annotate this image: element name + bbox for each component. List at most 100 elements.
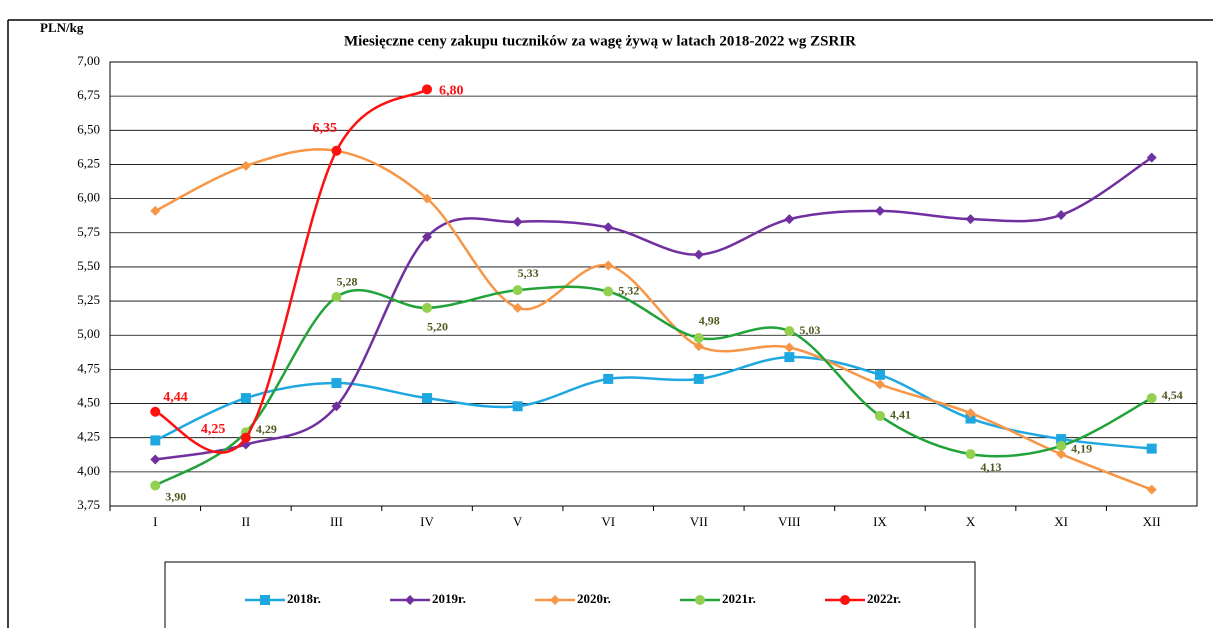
point xyxy=(240,393,251,404)
y-tick-label: 4,00 xyxy=(77,463,100,478)
legend-label: 2020r. xyxy=(577,591,611,606)
y-axis-label: PLN/kg xyxy=(40,20,84,35)
point xyxy=(603,286,614,297)
legend-label: 2019r. xyxy=(432,591,466,606)
point xyxy=(784,214,795,225)
point xyxy=(1146,484,1157,495)
y-tick-label: 4,25 xyxy=(77,429,100,444)
point xyxy=(150,435,161,446)
point xyxy=(784,326,795,337)
x-tick-label: IV xyxy=(420,514,434,529)
point xyxy=(784,342,795,353)
point xyxy=(603,373,614,384)
point xyxy=(874,410,885,421)
data-label: 4,54 xyxy=(1162,388,1183,402)
point xyxy=(512,216,523,227)
legend-label: 2018r. xyxy=(287,591,321,606)
point xyxy=(693,249,704,260)
series-line xyxy=(154,88,428,454)
point xyxy=(331,145,342,156)
point xyxy=(965,413,976,424)
legend-marker xyxy=(695,595,705,605)
point xyxy=(150,406,161,417)
point xyxy=(1056,440,1067,451)
x-tick-label: VIII xyxy=(778,514,800,529)
point xyxy=(331,378,342,389)
y-tick-label: 6,25 xyxy=(77,155,100,170)
data-label: 5,20 xyxy=(427,320,448,334)
x-tick-label: III xyxy=(330,514,343,529)
point xyxy=(603,222,614,233)
legend-box xyxy=(164,561,976,628)
y-tick-label: 6,50 xyxy=(77,121,100,136)
legend-marker xyxy=(405,595,415,605)
point xyxy=(784,352,795,363)
point xyxy=(603,260,614,271)
point xyxy=(965,214,976,225)
data-label: 6,35 xyxy=(312,121,337,136)
point xyxy=(1146,393,1157,404)
y-tick-label: 5,00 xyxy=(77,326,100,341)
point xyxy=(240,432,251,443)
data-label: 4,44 xyxy=(163,390,188,405)
data-label: 4,29 xyxy=(256,422,277,436)
point xyxy=(150,205,161,216)
point xyxy=(693,332,704,343)
point xyxy=(1056,210,1067,221)
point xyxy=(422,393,433,404)
point xyxy=(331,291,342,302)
point xyxy=(1146,443,1157,454)
y-tick-label: 7,00 xyxy=(77,53,100,68)
data-label: 5,28 xyxy=(336,275,357,289)
point xyxy=(422,84,433,95)
point xyxy=(693,341,704,352)
x-tick-label: X xyxy=(966,514,976,529)
data-label: 3,90 xyxy=(165,489,186,503)
data-label: 4,19 xyxy=(1071,442,1092,456)
data-label: 5,03 xyxy=(799,323,820,337)
point xyxy=(1056,449,1067,460)
y-tick-label: 5,75 xyxy=(77,224,100,239)
data-label: 4,41 xyxy=(890,408,911,422)
y-tick-label: 5,50 xyxy=(77,258,100,273)
series-line xyxy=(154,355,1152,450)
x-tick-label: II xyxy=(242,514,251,529)
point xyxy=(512,401,523,412)
legend-marker xyxy=(260,595,270,605)
series-line xyxy=(154,148,1153,491)
data-label: 5,33 xyxy=(518,266,539,280)
y-tick-label: 6,75 xyxy=(77,87,100,102)
legend-marker xyxy=(840,595,850,605)
y-tick-label: 3,75 xyxy=(77,497,100,512)
x-tick-label: I xyxy=(153,514,157,529)
point xyxy=(422,302,433,313)
point xyxy=(1056,434,1067,445)
point xyxy=(874,369,885,380)
legend-label: 2021r. xyxy=(722,591,756,606)
y-tick-label: 5,25 xyxy=(77,292,100,307)
point xyxy=(693,373,704,384)
y-tick-label: 4,75 xyxy=(77,360,100,375)
point xyxy=(150,454,161,465)
point xyxy=(150,480,161,491)
point xyxy=(512,285,523,296)
chart-title: Miesięczne ceny zakupu tuczników za wagę… xyxy=(344,33,856,49)
x-tick-label: IX xyxy=(873,514,887,529)
point xyxy=(874,379,885,390)
point xyxy=(512,302,523,313)
data-label: 4,98 xyxy=(699,314,720,328)
y-tick-label: 6,00 xyxy=(77,190,100,205)
data-label: 4,13 xyxy=(981,460,1002,474)
x-tick-label: V xyxy=(513,514,523,529)
data-label: 5,32 xyxy=(618,283,639,297)
point xyxy=(1146,152,1157,163)
x-tick-label: XI xyxy=(1054,514,1068,529)
series-line xyxy=(155,156,1153,461)
x-tick-label: VII xyxy=(690,514,708,529)
legend-label: 2022r. xyxy=(867,591,901,606)
point xyxy=(965,449,976,460)
point xyxy=(422,231,433,242)
point xyxy=(874,205,885,216)
x-tick-label: XII xyxy=(1143,514,1161,529)
